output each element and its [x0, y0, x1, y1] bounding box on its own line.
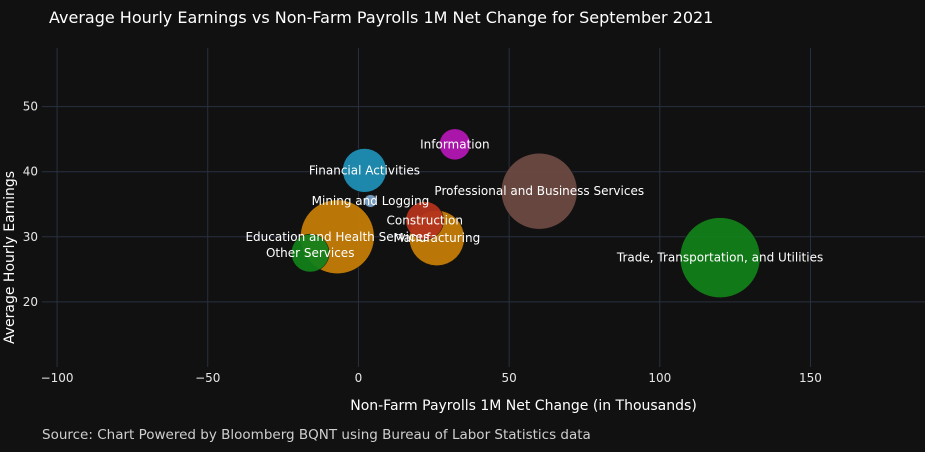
chart-source: Source: Chart Powered by Bloomberg BQNT … — [42, 427, 591, 443]
bubble-point — [363, 194, 378, 208]
bubble-label: Professional and Business Services — [434, 184, 644, 198]
x-tick-label: 100 — [648, 371, 671, 385]
bubble-label: Mining and Logging — [312, 194, 430, 208]
bubble-label: Information — [420, 137, 489, 151]
bubble-label: Financial Activities — [309, 163, 420, 177]
y-axis-title: Average Hourly Earnings — [2, 171, 18, 344]
x-tick-label: 150 — [799, 371, 822, 385]
x-tick-label: −50 — [195, 371, 220, 385]
x-tick-label: 0 — [355, 371, 363, 385]
chart-title: Average Hourly Earnings vs Non-Farm Payr… — [49, 8, 714, 27]
bubble-point — [439, 128, 471, 161]
bubble-label: Construction — [387, 214, 463, 228]
x-tick-label: 50 — [501, 371, 516, 385]
bubble-point — [501, 153, 578, 230]
y-tick-label: 40 — [23, 165, 38, 179]
bubble-point — [290, 233, 330, 273]
y-tick-label: 30 — [23, 230, 38, 244]
x-tick-label: −100 — [41, 371, 74, 385]
bubble-point — [342, 148, 387, 193]
x-axis-title: Non-Farm Payrolls 1M Net Change (in Thou… — [350, 398, 697, 414]
bubble-label: Other Services — [266, 246, 355, 260]
bubble-label: Trade, Transportation, and Utilities — [616, 251, 823, 265]
y-tick-label: 50 — [23, 100, 38, 114]
bubble-point — [405, 201, 444, 240]
y-tick-label: 20 — [23, 295, 38, 309]
bubble-point — [679, 217, 761, 298]
bubble-label: Manufacturing — [393, 231, 480, 245]
bubble-label: Education and Health Services — [245, 230, 429, 244]
